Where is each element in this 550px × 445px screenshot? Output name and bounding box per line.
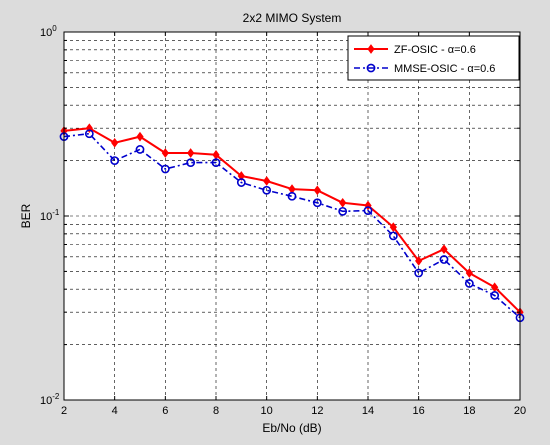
data-point-mmse: [287, 191, 297, 201]
data-point-mmse: [236, 178, 246, 187]
legend-marker-zf: [367, 44, 375, 54]
legend-marker-mmse: [366, 63, 376, 73]
data-point-mmse: [110, 156, 120, 166]
data-point-mmse: [388, 231, 398, 241]
data-point-mmse: [464, 279, 474, 288]
x-tick-label: 2: [61, 405, 67, 417]
data-point-zf: [237, 171, 245, 181]
data-point-mmse: [186, 158, 196, 168]
x-tick-label: 8: [213, 405, 219, 417]
data-point-zf: [389, 222, 397, 232]
x-tick-label: 6: [162, 405, 168, 417]
legend: ZF-OSIC - α=0.6 MMSE-OSIC - α=0.6: [347, 35, 520, 81]
data-point-mmse: [262, 185, 272, 195]
data-point-zf: [161, 148, 169, 158]
legend-label-mmse: MMSE-OSIC - α=0.6: [394, 63, 495, 75]
data-point-zf: [339, 197, 347, 208]
data-point-zf: [440, 244, 448, 255]
x-tick-label: 16: [413, 405, 425, 417]
data-point-zf: [364, 200, 372, 211]
data-point-zf: [187, 148, 195, 158]
x-axis-label: Eb/No (dB): [262, 421, 321, 435]
data-point-mmse: [414, 268, 424, 278]
y-tick-label: 10-2: [40, 392, 60, 407]
data-point-zf: [415, 256, 423, 266]
data-point-mmse: [439, 255, 449, 264]
data-point-mmse: [363, 206, 373, 215]
legend-box: [347, 35, 520, 81]
data-point-zf: [263, 176, 271, 186]
data-point-zf: [85, 123, 93, 134]
legend-label-zf: ZF-OSIC - α=0.6: [394, 44, 476, 56]
data-point-mmse: [135, 145, 145, 154]
x-tick-label: 4: [112, 405, 118, 417]
data-point-mmse: [160, 164, 170, 174]
x-tick-label: 20: [514, 405, 526, 417]
data-point-mmse: [211, 158, 221, 168]
x-tick-label: 10: [261, 405, 273, 417]
data-point-mmse: [490, 291, 500, 300]
data-point-zf: [111, 137, 119, 148]
y-tick-label: 10-1: [40, 208, 60, 223]
y-tick-label: 100: [40, 24, 57, 39]
chart-title: 2x2 MIMO System: [243, 11, 342, 25]
data-point-mmse: [312, 198, 322, 208]
y-axis-label: BER: [19, 203, 33, 228]
data-point-zf: [136, 131, 144, 142]
data-point-zf: [465, 268, 473, 278]
x-tick-label: 14: [362, 405, 374, 417]
data-point-zf: [313, 185, 321, 196]
data-point-mmse: [338, 206, 348, 216]
data-point-mmse: [84, 129, 94, 139]
x-tick-label: 12: [311, 405, 323, 417]
x-tick-label: 18: [463, 405, 475, 417]
